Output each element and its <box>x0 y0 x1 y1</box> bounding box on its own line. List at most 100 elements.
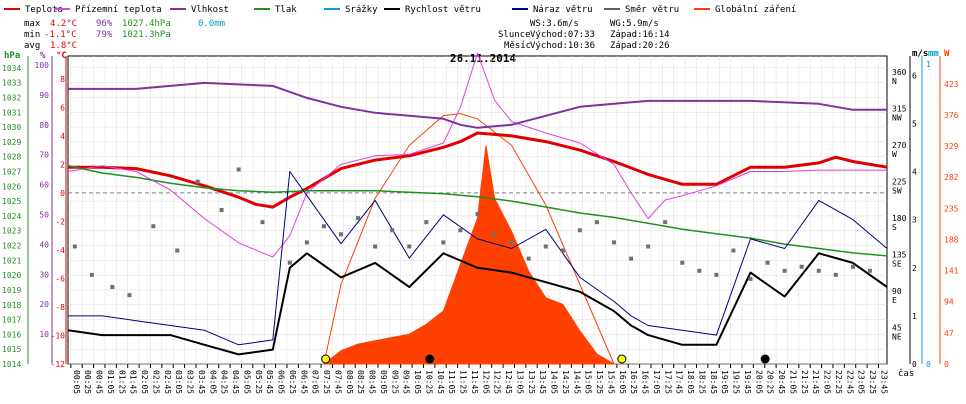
chart-title: 26.11.2014 <box>450 52 517 65</box>
wind-direction-point <box>577 228 582 233</box>
x-tick-label: 21:45 <box>811 370 820 394</box>
axis-dir-label: E <box>892 296 897 305</box>
sun-set: Západ:16:14 <box>610 30 670 40</box>
x-tick-label: 02:45 <box>163 370 172 394</box>
x-tick-label: 22:25 <box>834 370 843 394</box>
wind-direction-point <box>373 244 378 249</box>
x-tick-label: 11:45 <box>470 370 479 394</box>
axis-pct-tick: 40 <box>39 240 49 249</box>
axis-degc-tick: -6 <box>55 274 65 283</box>
axis-pct-tick: 10 <box>39 330 49 339</box>
legend-item: Srážky <box>345 5 378 15</box>
x-tick-label: 13:25 <box>527 370 536 394</box>
x-tick-label: 08:05 <box>345 370 354 394</box>
axis-w-tick: 376 <box>944 111 959 120</box>
x-tick-label: 11:05 <box>447 370 456 394</box>
wind-direction-point <box>612 240 616 245</box>
x-tick-label: 10:05 <box>413 370 422 394</box>
x-tick-label: 22:05 <box>823 370 832 394</box>
axis-pct-tick: 80 <box>39 121 49 130</box>
axis-hpa-tick: 1031 <box>2 108 21 117</box>
x-tick-label: 13:05 <box>515 370 524 394</box>
axis-hpa-tick: 1017 <box>2 316 21 325</box>
x-tick-label: 12:45 <box>504 370 513 394</box>
wind-direction-point <box>175 248 180 253</box>
x-tick-label: 20:25 <box>766 370 775 394</box>
wind-direction-point <box>509 240 514 245</box>
sun-event-marker <box>321 354 331 364</box>
axis-degc-tick: 0 <box>60 189 65 198</box>
axis-hpa-tick: 1014 <box>2 360 21 369</box>
wind-direction-point <box>339 232 343 237</box>
wind-direction-point <box>475 212 480 217</box>
x-tick-label: 15:25 <box>595 370 604 394</box>
x-tick-label: 03:05 <box>174 370 183 394</box>
axis-hpa-tick: 1021 <box>2 256 21 265</box>
stat-max-hum: 96% <box>96 19 113 29</box>
x-tick-label: 05:45 <box>265 370 274 394</box>
axis-hpa-tick: 1033 <box>2 79 21 88</box>
x-tick-label: 23:05 <box>857 370 866 394</box>
x-tick-label: 02:05 <box>140 370 149 394</box>
wind-direction-point <box>526 256 531 261</box>
axis-pct-tick: 90 <box>39 91 49 100</box>
sun-moon-events <box>321 354 770 364</box>
x-tick-label: 19:45 <box>743 370 752 394</box>
x-tick-label: 17:25 <box>663 370 672 394</box>
x-tick-label: 06:25 <box>288 370 297 394</box>
axis-degc-tick: -4 <box>55 246 65 255</box>
legend-item: Teplota <box>25 5 63 15</box>
axis-dir-tick: 360 <box>892 68 907 77</box>
axis-degc-tick: 6 <box>60 103 65 112</box>
series-tlak <box>67 164 888 257</box>
wind-direction-point <box>697 268 702 273</box>
sun-label: Slunce <box>498 30 531 40</box>
axis-hpa-tick: 1016 <box>2 330 21 339</box>
wind-direction-point <box>714 272 719 277</box>
wind-direction-point <box>236 167 241 172</box>
x-tick-label: 09:45 <box>402 370 411 394</box>
axis-w-tick: 282 <box>944 173 959 182</box>
axis-degc-tick: -12 <box>51 360 66 369</box>
wind-direction-point <box>782 268 787 273</box>
axis-ms-header: m/s <box>912 49 928 59</box>
wind-direction-point <box>765 260 770 265</box>
x-tick-label: 21:25 <box>800 370 809 394</box>
x-tick-label: 09:25 <box>390 370 399 394</box>
x-tick-label: 07:45 <box>333 370 342 394</box>
x-tick-label: 21:05 <box>788 370 797 394</box>
x-tick-label: 15:45 <box>606 370 615 394</box>
legend-item: Přízemní teplota <box>75 5 162 15</box>
series-rychlost-vetru <box>67 252 888 356</box>
axis-ms-tick: 3 <box>912 216 917 225</box>
axis-mm-tick: 1 <box>926 60 931 69</box>
stat-min-press: 1021.3hPa <box>122 30 171 40</box>
x-tick-label: 07:05 <box>311 370 320 394</box>
series-vlhkost <box>68 81 887 129</box>
x-tick-label: 08:45 <box>368 370 377 394</box>
axis-w-header: W <box>944 49 950 59</box>
axis-w-tick: 423 <box>944 80 959 89</box>
axis-dir-tick: 315 <box>892 105 907 114</box>
series-prizemni-teplota <box>67 52 887 258</box>
axis-w-tick: 0 <box>944 360 949 369</box>
wind-direction-point <box>287 260 292 265</box>
x-tick-label: 17:05 <box>652 370 661 394</box>
stat-max-press: 1027.4hPa <box>122 19 171 29</box>
axis-pct-header: % <box>40 51 46 61</box>
axis-hpa-tick: 1015 <box>2 345 21 354</box>
x-tick-label: 15:05 <box>584 370 593 394</box>
sun-rise: Východ:07:33 <box>530 30 595 40</box>
wind-direction-point <box>458 228 463 233</box>
stat-avg-temp: 1.8°C <box>50 41 77 51</box>
x-tick-label: 09:05 <box>379 370 388 394</box>
x-tick-label: 14:05 <box>550 370 559 394</box>
x-tick-label: 06:05 <box>277 370 286 394</box>
axis-hpa-tick: 1028 <box>2 153 21 162</box>
sun-event-marker <box>617 354 627 364</box>
axis-pct-tick: 60 <box>39 181 49 190</box>
wind-direction-point <box>390 228 395 233</box>
axis-ms-tick: 4 <box>912 168 917 177</box>
stat-max-rain: 0.0mm <box>198 19 225 29</box>
